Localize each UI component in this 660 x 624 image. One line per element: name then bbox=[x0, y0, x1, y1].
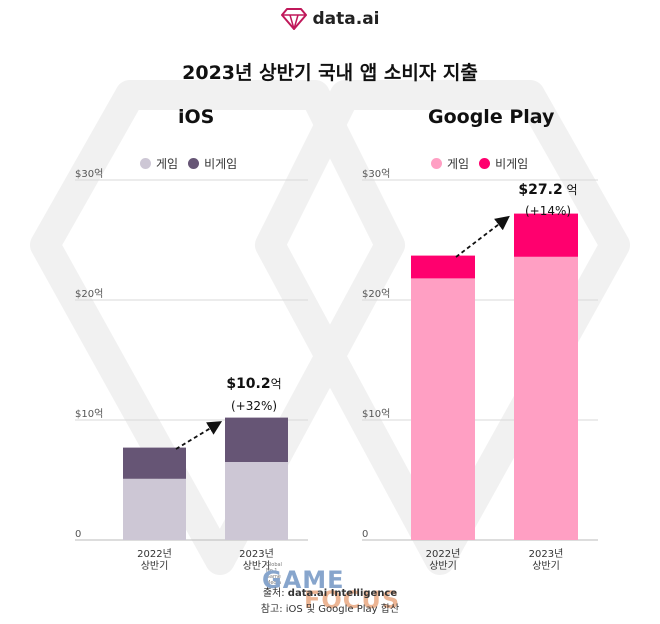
legend-item-game: 게임 bbox=[140, 155, 178, 172]
legend-swatch bbox=[188, 158, 200, 169]
y-tick-label: 0 bbox=[75, 529, 81, 540]
x-tick-sublabel: 상반기 bbox=[141, 560, 169, 572]
bar-segment-game bbox=[123, 478, 186, 540]
bar-segment-game bbox=[514, 256, 578, 540]
brand-header: data.ai bbox=[0, 8, 660, 34]
y-tick-label: $20억 bbox=[75, 288, 103, 300]
y-tick-label: $30억 bbox=[362, 168, 390, 180]
x-tick-sublabel: 상반기 bbox=[532, 560, 560, 572]
total-value-label: $10.2억 bbox=[226, 376, 281, 392]
bar-segment-game bbox=[225, 462, 288, 540]
x-tick-label: 2022년 bbox=[137, 548, 172, 560]
panel-title-google-play: Google Play bbox=[428, 106, 555, 128]
chart-title: 2023년 상반기 국내 앱 소비자 지출 bbox=[182, 62, 478, 84]
legend-swatch bbox=[431, 158, 442, 169]
footer-note: 참고: iOS 및 Google Play 합산 bbox=[260, 604, 400, 615]
panel-title-ios: iOS bbox=[178, 106, 215, 128]
watermark-tagline: Global No.1 Game Media bbox=[266, 562, 282, 586]
total-value-label: $27.2 억 bbox=[518, 182, 577, 198]
legend-label: 게임 bbox=[447, 157, 470, 171]
bar-segment-nongame bbox=[225, 417, 288, 462]
footer-source: 출처: data.ai Intelligence bbox=[0, 584, 660, 599]
legend-label: 비게임 bbox=[204, 157, 238, 171]
diamond-logo-icon bbox=[280, 8, 307, 30]
y-tick-label: $20억 bbox=[362, 288, 390, 300]
bar-segment-nongame bbox=[411, 255, 475, 279]
source-label: 출처: bbox=[262, 588, 285, 599]
x-tick-sublabel: 상반기 bbox=[243, 560, 271, 572]
x-tick-sublabel: 상반기 bbox=[429, 560, 457, 572]
x-tick-label: 2022년 bbox=[426, 548, 461, 560]
growth-percent-label: (+14%) bbox=[525, 204, 571, 218]
legend-label: 비게임 bbox=[495, 157, 529, 171]
source-value: data.ai Intelligence bbox=[287, 588, 398, 599]
x-tick-label: 2023년 bbox=[239, 548, 274, 560]
y-tick-label: $10억 bbox=[362, 408, 390, 420]
y-tick-label: $30억 bbox=[75, 168, 103, 180]
legend-swatch bbox=[140, 158, 151, 169]
legend-item-nongame: 비게임 bbox=[188, 155, 237, 172]
watermark-line1: GAME bbox=[262, 566, 345, 594]
legend-label: 게임 bbox=[156, 157, 179, 171]
brand-name: data.ai bbox=[312, 9, 380, 29]
legend-swatch bbox=[479, 158, 491, 169]
legend-item-game: 게임 bbox=[431, 155, 469, 172]
legend-google-play: 게임 비게임 bbox=[431, 155, 528, 172]
x-tick-label: 2023년 bbox=[529, 548, 564, 560]
bar-segment-nongame bbox=[514, 213, 578, 257]
bar-segment-nongame bbox=[123, 447, 186, 479]
watermark-line2: FOCUS bbox=[304, 586, 401, 614]
bar-segment-game bbox=[411, 278, 475, 540]
growth-arrow bbox=[455, 215, 510, 258]
y-tick-label: 0 bbox=[362, 529, 368, 540]
growth-percent-label: (+32%) bbox=[231, 399, 277, 413]
legend-item-nongame: 비게임 bbox=[479, 155, 528, 172]
legend-ios: 게임 비게임 bbox=[140, 155, 237, 172]
growth-arrow bbox=[175, 421, 223, 450]
y-tick-label: $10억 bbox=[75, 408, 103, 420]
